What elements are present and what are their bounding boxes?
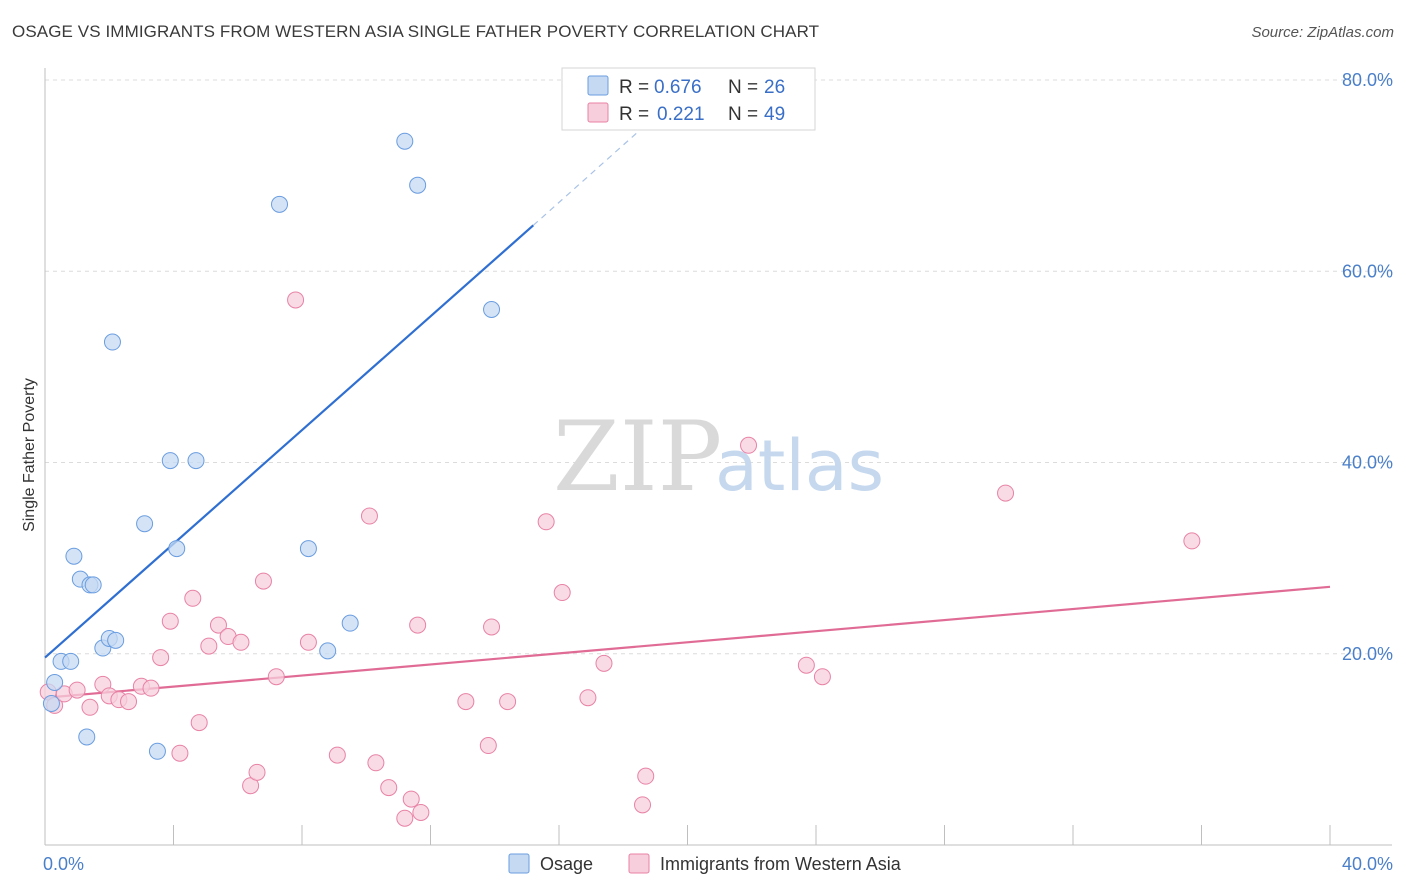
- point-immigrants: [740, 436, 758, 454]
- point-osage: [168, 540, 186, 558]
- trend-layer: [44, 127, 1331, 699]
- x-tick-label: 0.0%: [43, 854, 84, 874]
- point-osage: [103, 333, 121, 351]
- watermark: ZIP atlas: [553, 401, 884, 513]
- point-immigrants: [120, 693, 138, 711]
- y-tick-label: 40.0%: [1342, 453, 1393, 473]
- point-osage: [42, 694, 60, 712]
- point-immigrants: [499, 693, 517, 711]
- point-osage: [409, 176, 427, 194]
- point-immigrants: [68, 681, 86, 699]
- legend-immigrants-n-label: N =: [728, 104, 758, 125]
- legend-osage-r-value: 0.676: [654, 77, 702, 98]
- point-immigrants: [171, 744, 189, 762]
- grid-layer: [45, 79, 1392, 655]
- point-osage: [84, 576, 102, 594]
- point-immigrants: [380, 779, 398, 797]
- point-osage: [187, 452, 205, 470]
- bottom-legend-immigrants-label: Immigrants from Western Asia: [660, 854, 902, 874]
- point-immigrants: [81, 698, 99, 716]
- point-immigrants: [813, 668, 831, 686]
- point-immigrants: [209, 616, 227, 634]
- point-immigrants: [396, 809, 414, 827]
- point-immigrants: [579, 689, 597, 707]
- bottom-legend: Osage Immigrants from Western Asia: [508, 853, 902, 874]
- point-osage: [319, 642, 337, 660]
- point-immigrants: [287, 291, 305, 309]
- legend-immigrants-r-value: 0.221: [657, 104, 705, 125]
- point-immigrants: [797, 656, 815, 674]
- point-osage: [148, 742, 166, 760]
- point-immigrants: [248, 763, 266, 781]
- point-immigrants: [634, 796, 652, 814]
- point-osage: [396, 132, 414, 150]
- legend-immigrants-r-label: R =: [619, 104, 649, 125]
- point-immigrants: [479, 737, 497, 755]
- axes-layer: 20.0% 40.0% 60.0% 80.0% 0.0% 40.0%: [43, 68, 1393, 874]
- legend-osage-r-label: R =: [619, 77, 649, 98]
- point-immigrants: [184, 589, 202, 607]
- point-immigrants: [142, 679, 160, 697]
- bottom-legend-osage-label: Osage: [540, 854, 593, 874]
- top-legend: R = 0.676 N = 26 R = 0.221 N = 49: [561, 67, 816, 131]
- legend-osage-n-label: N =: [728, 77, 758, 98]
- point-immigrants: [483, 618, 501, 636]
- point-immigrants: [152, 649, 170, 667]
- point-osage: [107, 631, 125, 649]
- point-immigrants: [267, 668, 285, 686]
- bottom-legend-osage-swatch: [508, 853, 530, 874]
- point-immigrants: [254, 572, 272, 590]
- legend-osage-n-value: 26: [764, 77, 785, 98]
- point-immigrants: [299, 633, 317, 651]
- trend-line-osage: [44, 224, 535, 659]
- point-osage: [271, 195, 289, 213]
- point-immigrants: [537, 513, 555, 531]
- legend-immigrants-n-value: 49: [764, 104, 785, 125]
- point-immigrants: [328, 746, 346, 764]
- point-immigrants: [232, 633, 250, 651]
- point-osage: [46, 673, 64, 691]
- point-immigrants: [161, 612, 179, 630]
- point-immigrants: [360, 507, 378, 525]
- point-osage: [161, 452, 179, 470]
- point-immigrants: [409, 616, 427, 634]
- point-osage: [483, 301, 501, 318]
- point-immigrants: [457, 693, 475, 711]
- point-immigrants: [553, 584, 571, 602]
- legend-immigrants-swatch: [587, 102, 609, 123]
- point-immigrants: [1183, 532, 1201, 550]
- legend-osage-swatch: [587, 75, 609, 96]
- watermark-atlas: atlas: [715, 425, 884, 507]
- point-immigrants: [190, 714, 208, 732]
- x-tick-label: 40.0%: [1342, 854, 1393, 874]
- chart-title: OSAGE VS IMMIGRANTS FROM WESTERN ASIA SI…: [12, 22, 820, 41]
- point-osage: [341, 614, 359, 632]
- point-immigrants: [367, 754, 385, 772]
- point-immigrants: [412, 803, 430, 821]
- y-tick-label: 80.0%: [1342, 70, 1393, 90]
- point-osage: [299, 540, 317, 558]
- point-immigrants: [200, 637, 218, 655]
- y-tick-label: 60.0%: [1342, 261, 1393, 281]
- point-osage: [136, 515, 154, 533]
- bottom-legend-immigrants-swatch: [628, 853, 650, 874]
- point-immigrants: [595, 654, 613, 672]
- point-immigrants: [997, 484, 1015, 502]
- y-axis-title: Single Father Poverty: [21, 378, 38, 532]
- points-layer: [39, 132, 1201, 827]
- y-tick-label: 20.0%: [1342, 644, 1393, 664]
- point-osage: [62, 652, 80, 670]
- watermark-zip: ZIP: [553, 401, 722, 513]
- trend-line-osage-extension: [532, 127, 643, 226]
- chart-source: Source: ZipAtlas.com: [1251, 24, 1394, 41]
- trend-line-immigrants: [44, 585, 1331, 699]
- point-osage: [78, 728, 96, 746]
- point-immigrants: [637, 767, 655, 785]
- point-immigrants: [402, 790, 420, 808]
- point-osage: [65, 547, 83, 565]
